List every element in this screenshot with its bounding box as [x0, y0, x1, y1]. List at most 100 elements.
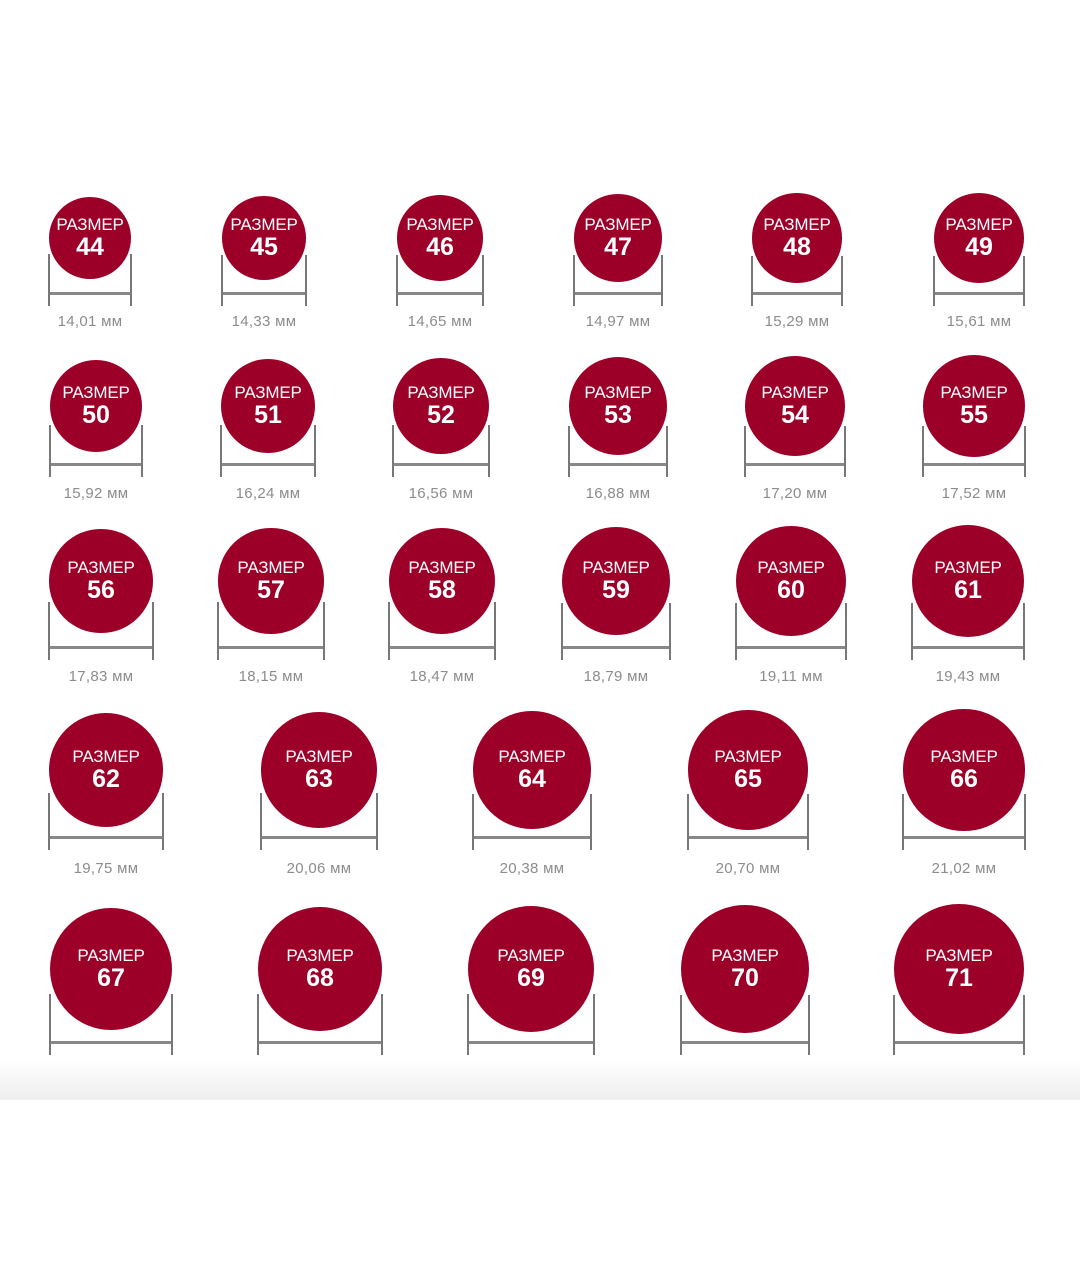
- size-number: 54: [781, 400, 809, 429]
- diameter-line: [50, 835, 162, 839]
- size-circle: РАЗМЕР 58: [388, 527, 496, 635]
- diameter-label: 19,75 мм: [73, 860, 139, 877]
- diameter-bracket: [466, 994, 596, 1055]
- diameter-bracket: [560, 602, 672, 660]
- diameter-line: [50, 291, 130, 295]
- size-prefix-label: РАЗМЕР: [408, 557, 476, 577]
- diameter-label: 14,01 мм: [57, 313, 123, 330]
- diameter-bracket: [48, 254, 132, 306]
- ring-size-chart: РАЗМЕР 44 14,01 мм РАЗМЕР 45 14,33 мм РАЗМЕР 46…: [48, 192, 1026, 1081]
- size-number: 69: [517, 963, 545, 992]
- size-number: 44: [76, 233, 104, 261]
- size-circle: РАЗМЕР 55: [923, 355, 1025, 457]
- size-circle: РАЗМЕР 51: [220, 358, 316, 454]
- size-circle: РАЗМЕР 68: [257, 906, 383, 1032]
- size-circle: РАЗМЕР 45: [222, 196, 306, 280]
- size-circle: РАЗМЕР 70: [680, 904, 810, 1034]
- diameter-label: 18,79 мм: [583, 668, 649, 685]
- size-circle: РАЗМЕР 60: [735, 525, 847, 637]
- size-circle: РАЗМЕР 50: [49, 359, 143, 453]
- diameter-line: [50, 1040, 172, 1044]
- diameter-line: [393, 462, 489, 466]
- size-number: 62: [92, 765, 120, 793]
- diameter-bracket: [221, 254, 307, 306]
- size-prefix-label: РАЗМЕР: [945, 214, 1013, 234]
- size-circle: РАЗМЕР 59: [561, 526, 671, 636]
- size-number: 48: [783, 232, 811, 261]
- diameter-bracket: [893, 995, 1025, 1055]
- size-circle: РАЗМЕР 49: [933, 192, 1025, 284]
- diameter-bracket: [48, 424, 144, 477]
- size-number: 46: [426, 232, 454, 261]
- diameter-label: 15,92 мм: [63, 485, 129, 502]
- size-prefix-label: РАЗМЕР: [62, 382, 130, 402]
- size-number: 57: [257, 575, 285, 604]
- diameter-line: [912, 645, 1024, 649]
- diameter-bracket: [687, 793, 809, 850]
- diameter-bracket: [256, 993, 384, 1055]
- size-prefix-label: РАЗМЕР: [934, 557, 1002, 577]
- diameter-label: 18,15 мм: [238, 668, 304, 685]
- diameter-line: [934, 291, 1024, 295]
- size-prefix-label: РАЗМЕР: [711, 945, 779, 965]
- diameter-bracket: [48, 993, 174, 1055]
- size-number: 52: [427, 400, 455, 429]
- diameter-line: [219, 645, 323, 649]
- size-number: 68: [306, 963, 334, 992]
- diameter-label: 20,70 мм: [715, 860, 781, 877]
- size-circle: РАЗМЕР 67: [49, 907, 173, 1031]
- diameter-line: [736, 645, 846, 649]
- diameter-bracket: [751, 255, 843, 306]
- diameter-label: 17,83 мм: [68, 668, 134, 685]
- size-number: 56: [87, 575, 115, 604]
- diameter-label: 16,56 мм: [408, 485, 474, 502]
- size-prefix-label: РАЗМЕР: [285, 746, 353, 766]
- size-number: 65: [734, 764, 762, 793]
- size-circle: РАЗМЕР 44: [49, 197, 131, 279]
- size-circle: РАЗМЕР 63: [261, 712, 377, 828]
- size-prefix-label: РАЗМЕР: [757, 557, 825, 577]
- diameter-line: [474, 835, 590, 839]
- diameter-bracket: [48, 792, 164, 850]
- diameter-line: [468, 1040, 594, 1044]
- diameter-label: 15,61 мм: [946, 313, 1012, 330]
- diameter-label: 17,52 мм: [941, 485, 1007, 502]
- diameter-label: 15,29 мм: [764, 313, 830, 330]
- diameter-label: 19,43 мм: [935, 668, 1001, 685]
- diameter-bracket: [568, 425, 668, 477]
- size-circle: РАЗМЕР 48: [752, 193, 842, 283]
- size-number: 58: [428, 575, 456, 604]
- size-prefix-label: РАЗМЕР: [67, 557, 135, 577]
- size-number: 50: [82, 400, 110, 429]
- size-prefix-label: РАЗМЕР: [582, 557, 650, 577]
- diameter-line: [50, 462, 142, 466]
- diameter-bracket: [217, 602, 325, 660]
- size-prefix-label: РАЗМЕР: [77, 945, 145, 965]
- diameter-bracket: [910, 603, 1026, 660]
- size-number: 45: [250, 232, 278, 261]
- diameter-bracket: [472, 793, 592, 850]
- size-number: 66: [950, 764, 978, 793]
- diameter-line: [575, 291, 661, 295]
- diameter-bracket: [679, 994, 811, 1055]
- size-number: 49: [965, 232, 993, 261]
- diameter-bracket: [744, 425, 846, 477]
- size-number: 51: [254, 400, 282, 429]
- size-number: 70: [731, 963, 759, 992]
- size-prefix-label: РАЗМЕР: [237, 557, 305, 577]
- size-prefix-label: РАЗМЕР: [714, 746, 782, 766]
- diameter-line: [50, 645, 152, 649]
- diameter-label: 14,65 мм: [407, 313, 473, 330]
- size-circle: РАЗМЕР 61: [911, 524, 1025, 638]
- diameter-label: 18,47 мм: [409, 668, 475, 685]
- diameter-bracket: [396, 255, 484, 306]
- diameter-label: 20,38 мм: [499, 860, 565, 877]
- size-number: 60: [777, 575, 805, 604]
- size-prefix-label: РАЗМЕР: [56, 215, 124, 234]
- diameter-label: 17,20 мм: [762, 485, 828, 502]
- diameter-line: [689, 835, 807, 839]
- diameter-line: [681, 1040, 809, 1044]
- diameter-bracket: [902, 794, 1026, 850]
- diameter-label: 19,11 мм: [759, 668, 823, 685]
- size-circle: РАЗМЕР 52: [392, 357, 490, 455]
